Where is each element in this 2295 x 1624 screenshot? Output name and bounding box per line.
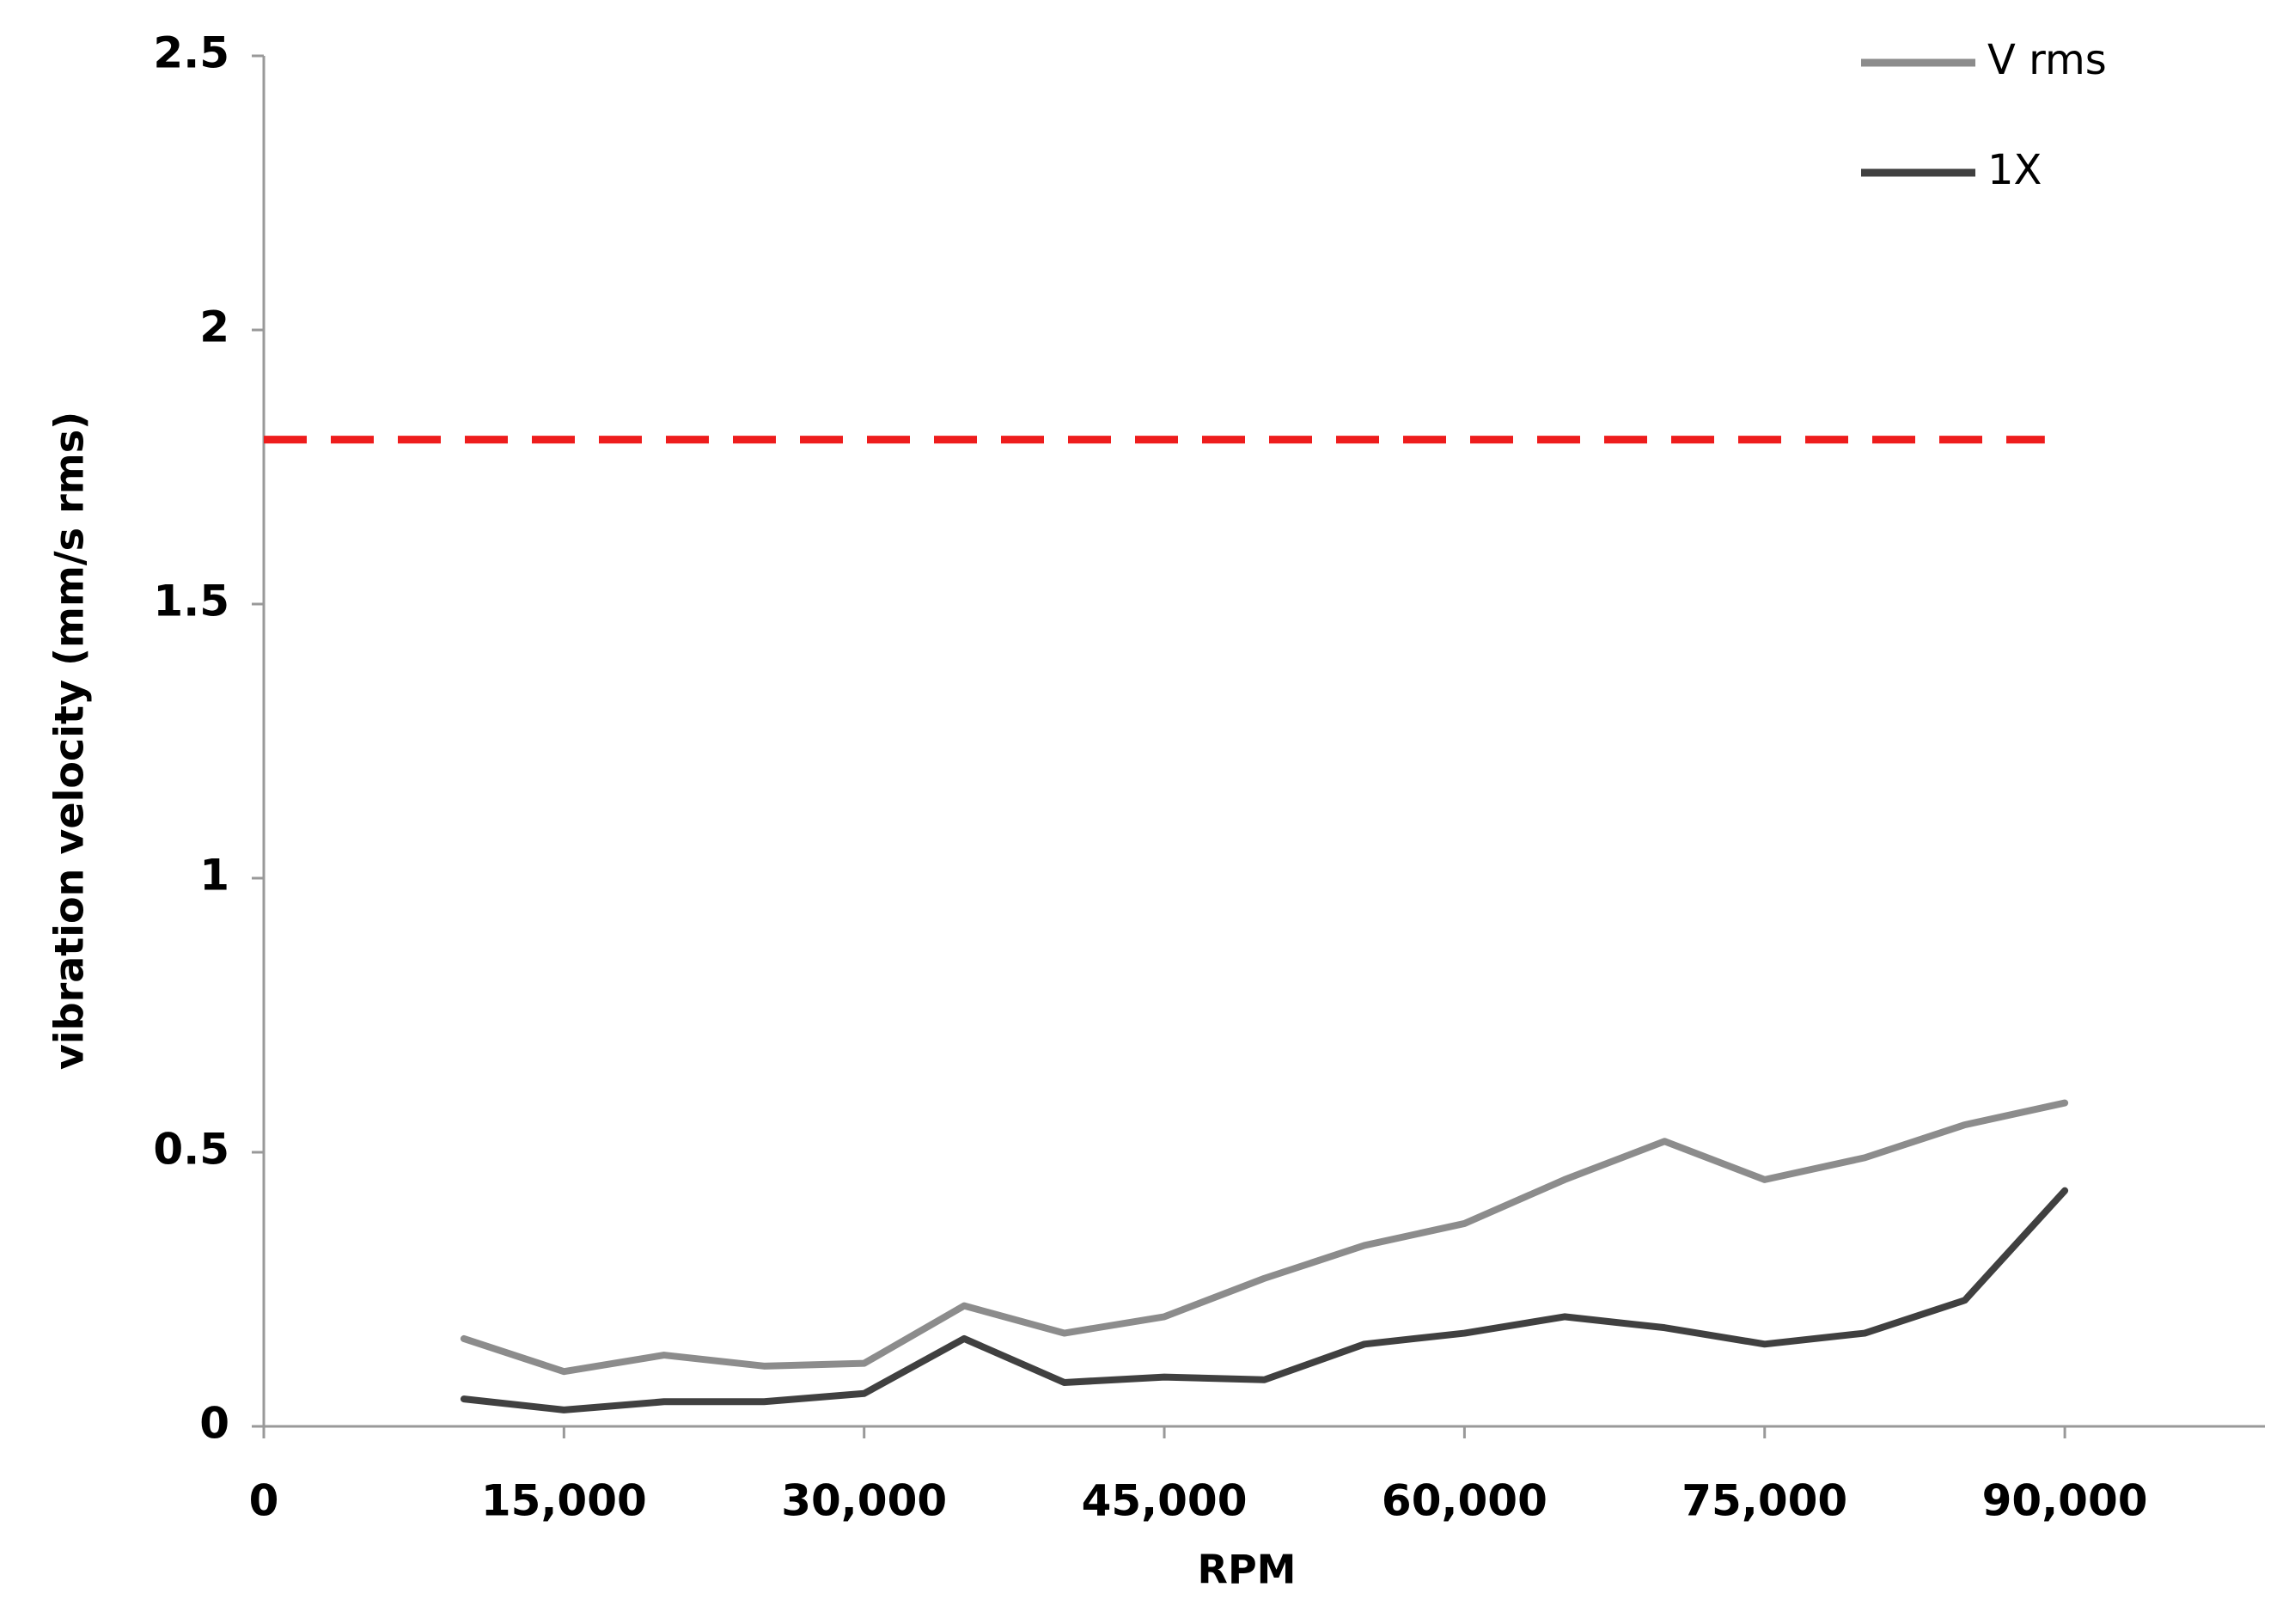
x-tick-label: 60,000 <box>1382 1476 1547 1526</box>
y-axis-title: vibration velocity (mm/s rms) <box>46 412 93 1070</box>
y-tick-label: 2 <box>199 302 229 352</box>
y-tick-label: 0.5 <box>153 1125 229 1175</box>
y-tick-label: 2.5 <box>153 28 229 78</box>
x-tick-label: 0 <box>249 1476 279 1526</box>
x-tick-label: 75,000 <box>1682 1476 1847 1526</box>
series-line <box>460 1099 2069 1376</box>
x-tick-label: 90,000 <box>1982 1476 2148 1526</box>
x-tick-label: 45,000 <box>1082 1476 1248 1526</box>
y-tick-label: 0 <box>199 1399 229 1449</box>
y-tick-label: 1 <box>199 851 229 901</box>
x-axis-title: RPM <box>1198 1547 1297 1593</box>
series-line <box>460 1187 2069 1413</box>
x-tick-label: 15,000 <box>481 1476 647 1526</box>
legend-label: V rms <box>1987 36 2107 84</box>
y-tick-label: 1.5 <box>153 577 229 626</box>
x-tick-label: 30,000 <box>781 1476 947 1526</box>
legend-label: 1X <box>1987 146 2042 194</box>
